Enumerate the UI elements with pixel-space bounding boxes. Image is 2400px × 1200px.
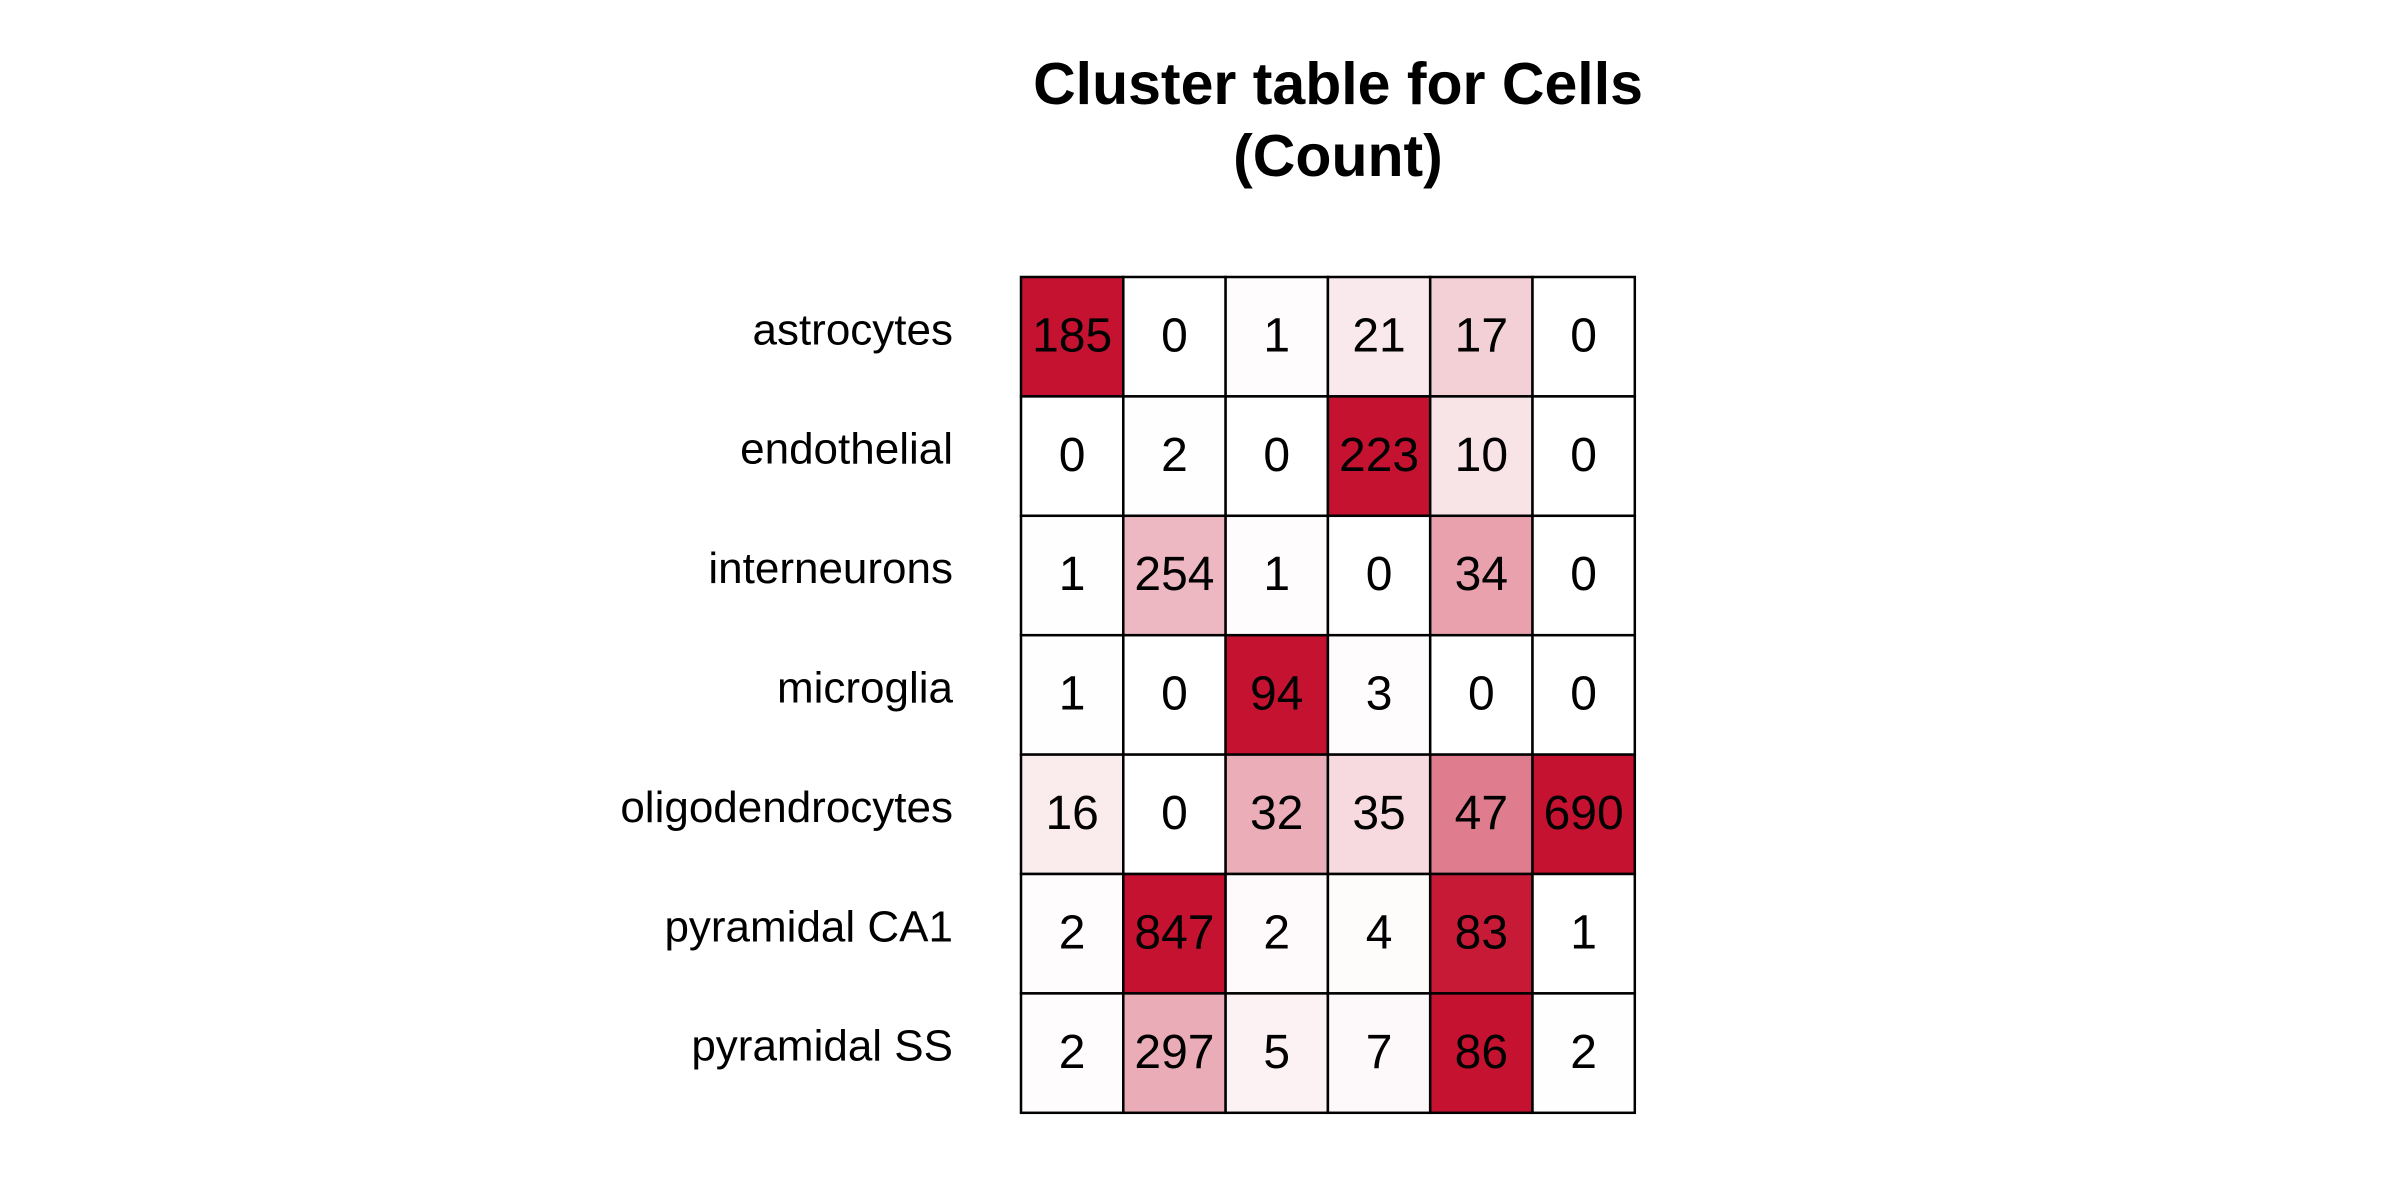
cell-value-label: 83 [1455,906,1508,959]
chart-title-line-2: (Count) [1233,123,1443,189]
cell-value-label: 1 [1059,548,1086,601]
cell-value-label: 0 [1570,548,1597,601]
cell-value-label: 0 [1161,668,1188,721]
cell-value-label: 223 [1339,429,1419,482]
cell-value-label: 2 [1059,1026,1086,1079]
heatmap-cell [1122,514,1227,637]
heatmap-cell [1428,992,1534,1115]
cell-value-label: 5 [1263,1026,1290,1079]
cell-value-label: 2 [1263,906,1290,959]
row-label: endothelial [740,425,953,474]
cell-value-label: 0 [1059,429,1086,482]
cell-value-label: 2 [1161,429,1188,482]
heatmap-cell [1326,992,1432,1115]
row-label: pyramidal CA1 [664,902,953,951]
cell-value-label: 16 [1045,787,1098,840]
cell-value-label: 1 [1263,548,1290,601]
cell-value-label: 0 [1570,309,1597,362]
heatmap-cell [1531,992,1637,1115]
heatmap-cell [1224,753,1330,876]
cell-value-label: 0 [1161,787,1188,840]
cell-value-label: 3 [1366,668,1393,721]
cell-value-label: 1 [1570,906,1597,959]
heatmap-cell [1019,872,1125,995]
heatmap-cell [1122,992,1227,1115]
cell-value-label: 0 [1570,668,1597,721]
heatmap-cell [1531,275,1637,398]
cell-value-label: 4 [1366,906,1393,959]
cell-value-label: 2 [1570,1026,1597,1079]
heatmap-cell [1224,872,1330,995]
cell-value-label: 32 [1250,787,1303,840]
row-label: astrocytes [752,305,953,354]
chart-title: Cluster table for Cells (Count) [1023,48,1653,192]
cell-value-label: 1 [1059,668,1086,721]
cell-value-label: 1 [1263,309,1290,362]
row-label: oligodendrocytes [620,783,953,832]
cell-value-label: 94 [1250,668,1303,721]
cell-value-label: 254 [1134,548,1214,601]
cell-value-label: 0 [1570,429,1597,482]
row-label: interneurons [708,544,953,593]
cell-value-label: 34 [1455,548,1508,601]
heatmap-cell [1531,514,1637,637]
heatmap-cell [1531,753,1637,876]
cell-value-label: 0 [1161,309,1188,362]
row-label: microglia [777,664,954,713]
cell-value-label: 0 [1468,668,1495,721]
cell-value-label: 0 [1263,429,1290,482]
cell-value-label: 47 [1455,787,1508,840]
heatmap-cell [1122,395,1227,518]
cell-value-label: 17 [1455,309,1508,362]
heatmap-cell [1531,872,1637,995]
heatmap-cell [1428,872,1534,995]
cell-value-label: 10 [1455,429,1508,482]
heatmap-cell [1326,753,1432,876]
row-label: pyramidal SS [691,1022,953,1071]
cell-value-label: 2 [1059,906,1086,959]
heatmap-cell [1122,872,1227,995]
heatmap-cell [1326,275,1432,398]
heatmap-cell [1428,395,1534,518]
heatmap-cell [1019,395,1125,518]
heatmap-cell [1428,514,1534,637]
cell-value-label: 21 [1352,309,1405,362]
heatmap-cell [1428,275,1534,398]
cell-value-label: 0 [1366,548,1393,601]
cell-value-label: 86 [1455,1026,1508,1079]
cell-value-label: 847 [1134,906,1214,959]
heatmap-cell [1019,514,1125,637]
heatmap-cell [1019,992,1125,1115]
cell-value-label: 7 [1366,1026,1393,1079]
cell-value-label: 690 [1544,787,1624,840]
chart-title-line-1: Cluster table for Cells [1033,51,1643,117]
heatmap-cell [1531,633,1637,756]
heatmap-cell [1122,753,1227,876]
heatmap-cell [1428,633,1534,756]
heatmap-cell [1326,395,1432,518]
cell-value-label: 185 [1032,309,1112,362]
heatmap-cell [1224,633,1330,756]
heatmap-cell [1531,395,1637,518]
cell-value-label: 297 [1134,1026,1214,1079]
cell-value-label: 35 [1352,787,1405,840]
